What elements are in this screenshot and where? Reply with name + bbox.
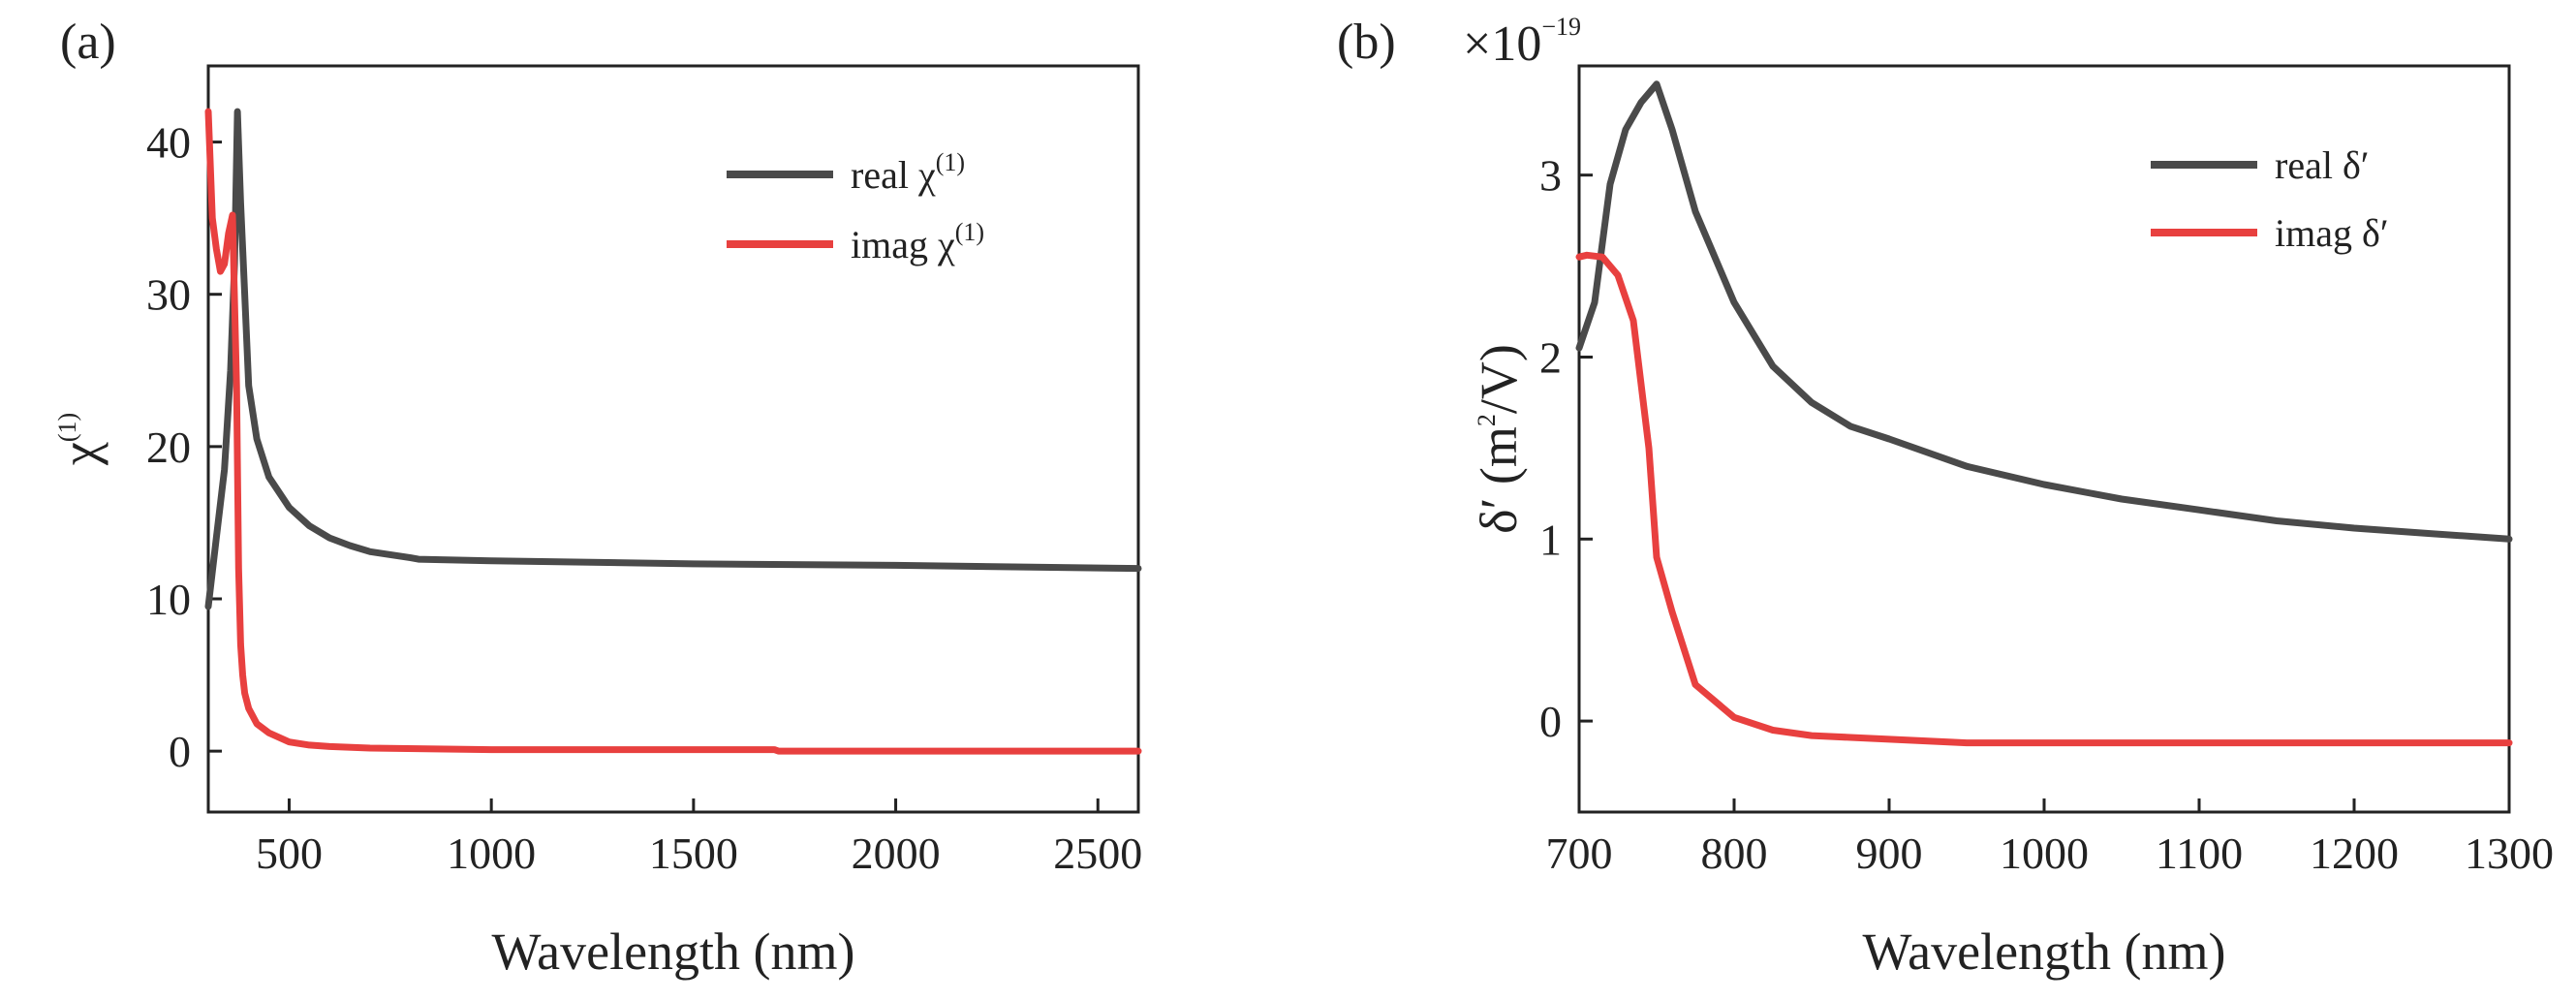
legend-label-real-chi-base: real χ — [851, 153, 936, 197]
b-x-tick-label-4: 1100 — [2156, 829, 2243, 878]
b-x-tick-label-1: 800 — [1701, 829, 1768, 878]
legend-b: real δ′ imag δ′ — [2151, 143, 2389, 255]
legend-label-real-chi: real χ(1) — [851, 148, 965, 197]
y-axis-title-a-base: χ — [50, 442, 109, 466]
panel-label-b: (b) — [1337, 15, 1396, 70]
b-x-tick-label-6: 1300 — [2465, 829, 2554, 878]
legend-label-imag-delta: imag δ′ — [2275, 211, 2389, 255]
b-y-tick-label-2: 2 — [1539, 332, 1562, 382]
a-y-tick-label-4: 40 — [146, 118, 191, 168]
a-x-tick-label-4: 2500 — [1053, 829, 1142, 878]
panel-label-a: (a) — [60, 15, 116, 70]
legend-label-imag-chi-sup: (1) — [955, 218, 984, 246]
legend-a: real χ(1) imag χ(1) — [727, 148, 984, 266]
a-y-tick-label-2: 20 — [146, 422, 191, 472]
a-y-tick-label-3: 30 — [146, 270, 191, 320]
exponent-label-b: ×10−19 — [1463, 13, 1581, 72]
a-x-tick-label-1: 1000 — [447, 829, 536, 878]
y-axis-title-b-sup: 2 — [1473, 414, 1501, 426]
legend-label-real-delta: real δ′ — [2275, 143, 2370, 187]
panel-b: (b) ×10−19 700 800 900 1000 1100 1200 1300 0 1 2 3… — [1337, 13, 2554, 981]
y-axis-title-b: δ′ (m2/V) — [1470, 344, 1528, 534]
y-axis-title-b-tail: /V) — [1470, 344, 1528, 414]
a-series-real — [204, 108, 1142, 610]
a-x-tick-label-2: 1500 — [649, 829, 738, 878]
plot-frame-a — [206, 64, 1140, 814]
x-axis-title-b: Wavelength (nm) — [1862, 923, 2225, 981]
y-axis-title-b-base: δ′ (m — [1470, 426, 1528, 534]
legend-label-imag-chi-base: imag χ — [851, 223, 955, 266]
b-y-tick-label-0: 0 — [1539, 697, 1562, 746]
series-group-b — [1575, 80, 2513, 747]
b-x-tick-label-2: 900 — [1856, 829, 1923, 878]
a-y-tick-label-1: 10 — [146, 575, 191, 624]
legend-label-imag-chi: imag χ(1) — [851, 218, 984, 266]
b-series-imag — [1575, 251, 2513, 747]
x-axis-title-a: Wavelength (nm) — [491, 923, 854, 981]
a-series-imag — [204, 108, 1142, 755]
a-y-tick-label-0: 0 — [169, 727, 191, 776]
b-y-tick-label-1: 1 — [1539, 515, 1562, 564]
b-x-tick-label-5: 1200 — [2310, 829, 2399, 878]
panel-a: (a) 500 1000 1500 2000 2500 0 10 20 30 40 Wavelen… — [50, 15, 1142, 981]
series-group-a — [204, 108, 1142, 755]
a-x-tick-label-0: 500 — [256, 829, 323, 878]
y-axis-title-a-sup: (1) — [53, 413, 81, 442]
b-x-tick-label-0: 700 — [1546, 829, 1613, 878]
legend-label-real-chi-sup: (1) — [936, 148, 965, 176]
axis-ticks-b: 700 800 900 1000 1100 1200 1300 0 1 2 3 — [1539, 151, 2554, 878]
axis-ticks-a: 500 1000 1500 2000 2500 0 10 20 30 40 — [146, 118, 1142, 878]
exponent-label-b-sup: −19 — [1541, 13, 1581, 41]
b-x-tick-label-3: 1000 — [2000, 829, 2089, 878]
exponent-label-b-base: ×10 — [1463, 16, 1541, 72]
b-y-tick-label-3: 3 — [1539, 151, 1562, 201]
b-series-real — [1575, 80, 2513, 543]
y-axis-title-a: χ(1) — [50, 413, 109, 466]
a-x-tick-label-3: 2000 — [852, 829, 941, 878]
